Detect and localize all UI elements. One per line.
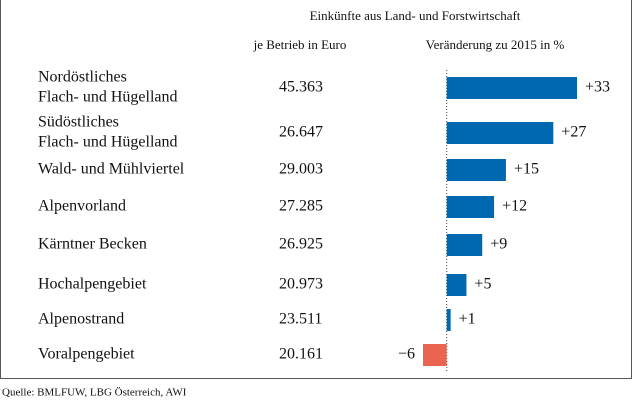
income-value: 20.973 (279, 276, 323, 293)
value-label: +12 (502, 198, 527, 215)
value-label: +1 (459, 311, 476, 328)
income-value: 26.925 (279, 236, 323, 253)
bar (446, 159, 506, 181)
bar (446, 122, 554, 144)
chart-title: Einkünfte aus Land- und Forstwirtschaft (310, 8, 521, 23)
bar (446, 274, 467, 296)
bar (423, 344, 447, 366)
category-label: Flach- und Hügelland (38, 134, 178, 151)
category-label: Nordöstliches (38, 69, 127, 86)
category-label: Alpenostrand (38, 311, 124, 328)
bar (446, 77, 577, 99)
income-value: 20.161 (279, 346, 323, 363)
value-label: +33 (585, 79, 610, 96)
value-label: +5 (474, 276, 491, 293)
category-label: Voralpengebiet (38, 346, 135, 363)
category-label: Flach- und Hügelland (38, 89, 178, 106)
category-label: Alpenvorland (38, 198, 126, 215)
value-label: +9 (490, 236, 507, 253)
value-label: +27 (561, 124, 586, 141)
bar (446, 234, 483, 256)
value-label: +15 (514, 161, 539, 178)
value-label: −6 (398, 346, 415, 363)
income-value: 45.363 (279, 79, 323, 96)
category-label: Kärntner Becken (38, 236, 147, 253)
income-value: 29.003 (279, 161, 323, 178)
column-header: Veränderung zu 2015 in % (426, 37, 565, 52)
income-value: 27.285 (279, 198, 323, 215)
category-label: Hochalpengebiet (38, 276, 147, 293)
source: Quelle: BMLFUW, LBG Österreich, AWI (2, 387, 187, 399)
income-value: 26.647 (279, 124, 323, 141)
bar (446, 196, 495, 218)
category-label: Wald- und Mühlviertel (38, 161, 185, 178)
bar (446, 309, 451, 331)
income-value: 23.511 (279, 311, 322, 328)
category-label: Südöstliches (38, 114, 119, 131)
column-header: je Betrieb in Euro (253, 37, 347, 52)
